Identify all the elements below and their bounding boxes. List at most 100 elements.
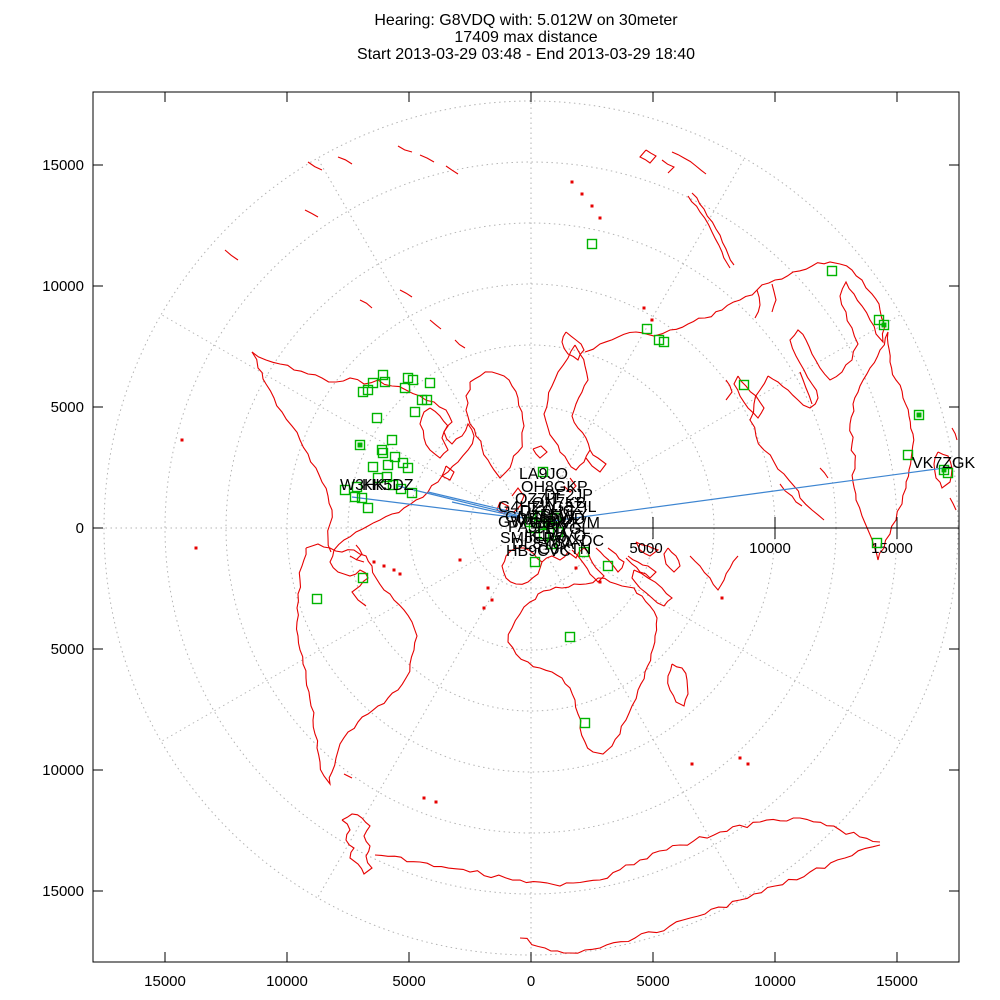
spot-marker bbox=[942, 467, 954, 479]
spot-marker bbox=[367, 461, 379, 473]
coastline-antarctic-peninsula bbox=[341, 813, 373, 875]
spot-marker bbox=[409, 406, 421, 418]
grid-radial bbox=[542, 314, 902, 522]
coastline-layer bbox=[180, 145, 958, 954]
island-dot bbox=[180, 438, 184, 442]
coastline-arctic-canada-1 bbox=[359, 299, 373, 309]
coastline-africa bbox=[507, 577, 658, 755]
spot-marker bbox=[546, 538, 558, 550]
island-dot bbox=[720, 596, 724, 600]
coastline-ob-inlet-1 bbox=[754, 289, 761, 319]
coastline-aleutian-5 bbox=[337, 156, 353, 165]
cluster-callsign-label: DL8YCA bbox=[512, 536, 575, 553]
cluster-callsign-label: F5VLY bbox=[540, 507, 588, 524]
inline-axis-label: 5000 bbox=[629, 540, 662, 557]
coastline-philippines bbox=[819, 467, 829, 479]
x-tick-label: 15000 bbox=[144, 973, 186, 990]
y-tick-label: 15000 bbox=[42, 883, 84, 900]
coastline-florida bbox=[355, 544, 363, 561]
spot-marker bbox=[379, 376, 391, 388]
coastline-newfoundland bbox=[441, 465, 455, 481]
spot-marker bbox=[871, 537, 883, 549]
coastline-arctic-canada-2 bbox=[399, 289, 413, 298]
callsign-label-oh8gkp: OH8GKP bbox=[521, 479, 588, 496]
island-dot bbox=[738, 756, 742, 760]
spot-marker bbox=[389, 451, 401, 463]
spot-marker bbox=[362, 502, 374, 514]
propagation-link bbox=[427, 491, 522, 515]
coastline-scandinavia bbox=[543, 344, 591, 471]
coastline-aleutian-2 bbox=[419, 154, 435, 163]
title-line-2: 17409 max distance bbox=[454, 29, 598, 46]
cluster-callsign-label: IK1WVQ bbox=[524, 528, 586, 545]
spot-marker bbox=[386, 434, 398, 446]
cluster-callsign-label: GW4HBK bbox=[498, 514, 568, 531]
island-dot bbox=[570, 180, 574, 184]
spot-marker bbox=[399, 382, 411, 394]
cluster-callsign-label: G4HZW bbox=[498, 499, 557, 516]
spot-marker-filled bbox=[881, 322, 887, 328]
spot-marker bbox=[529, 556, 541, 568]
callsign-label-kk5dz: KK5DZ bbox=[362, 477, 414, 494]
spot-marker bbox=[406, 487, 418, 499]
coastline-alaska-1 bbox=[304, 209, 319, 218]
coastline-hudson-bay bbox=[419, 407, 449, 459]
island-dot bbox=[650, 318, 654, 322]
spot-marker bbox=[357, 572, 369, 584]
spot-marker bbox=[578, 546, 590, 558]
island-dot bbox=[458, 558, 462, 562]
island-dot bbox=[690, 762, 694, 766]
spot-marker-filled bbox=[357, 442, 363, 448]
island-dot bbox=[486, 586, 490, 590]
coastline-australia bbox=[849, 331, 915, 561]
coastline-south-america bbox=[295, 543, 418, 786]
island-dot bbox=[490, 598, 494, 602]
coastline-alaska-2 bbox=[224, 249, 239, 261]
island-dot bbox=[382, 564, 386, 568]
spot-marker bbox=[382, 459, 394, 471]
coastline-korea bbox=[725, 379, 733, 401]
coastline-arctic-canada-3 bbox=[429, 319, 442, 330]
spot-marker bbox=[377, 369, 389, 381]
spot-marker bbox=[550, 512, 562, 524]
propagation-link bbox=[397, 485, 521, 517]
coastline-arabia bbox=[631, 569, 673, 607]
spot-marker bbox=[538, 528, 550, 540]
chart-title-block: Hearing: G8VDQ with: 5.012W on 30meter 1… bbox=[93, 12, 959, 63]
coastline-white-sea bbox=[561, 331, 585, 361]
spot-marker bbox=[524, 516, 536, 528]
coastline-aleutian-1 bbox=[397, 145, 413, 153]
coastline-nz-1 bbox=[951, 427, 958, 441]
coastline-med-north-coast bbox=[541, 547, 605, 583]
callsign-label-w3hk: W3HK bbox=[340, 477, 387, 494]
cluster-callsign-label: ON7KB bbox=[532, 495, 586, 512]
cluster-callsign-label: OZ7IT bbox=[515, 491, 561, 508]
grid-radial bbox=[542, 534, 902, 742]
island-dot bbox=[642, 306, 646, 310]
spot-marker bbox=[902, 449, 914, 461]
cluster-callsign-label: SM5EPO bbox=[500, 530, 567, 547]
spot-marker bbox=[537, 466, 549, 478]
spot-marker bbox=[377, 447, 389, 459]
spot-marker bbox=[586, 238, 598, 250]
spot-marker-filled bbox=[916, 412, 922, 418]
x-tick-label: 5000 bbox=[636, 973, 669, 990]
cluster-callsign-label: PA3FNY bbox=[508, 519, 569, 536]
cluster-callsign-label: G6AVK/M bbox=[530, 515, 600, 532]
spot-marker bbox=[421, 394, 433, 406]
y-tick-label: 0 bbox=[76, 520, 84, 537]
spot-marker bbox=[356, 492, 368, 504]
x-tick-label: 15000 bbox=[876, 973, 918, 990]
cluster-callsign-label: HB9CVC bbox=[506, 543, 571, 560]
cluster-callsign-label: G3ZIL bbox=[552, 499, 597, 516]
coastline-turkey bbox=[625, 555, 657, 579]
coastline-falklands bbox=[343, 773, 353, 779]
cluster-callsign-label: DK6UG bbox=[520, 503, 575, 520]
spot-marker bbox=[658, 336, 670, 348]
spot-marker bbox=[424, 377, 436, 389]
island-dot bbox=[746, 762, 750, 766]
island-dot bbox=[590, 204, 594, 208]
island-dot bbox=[372, 560, 376, 564]
